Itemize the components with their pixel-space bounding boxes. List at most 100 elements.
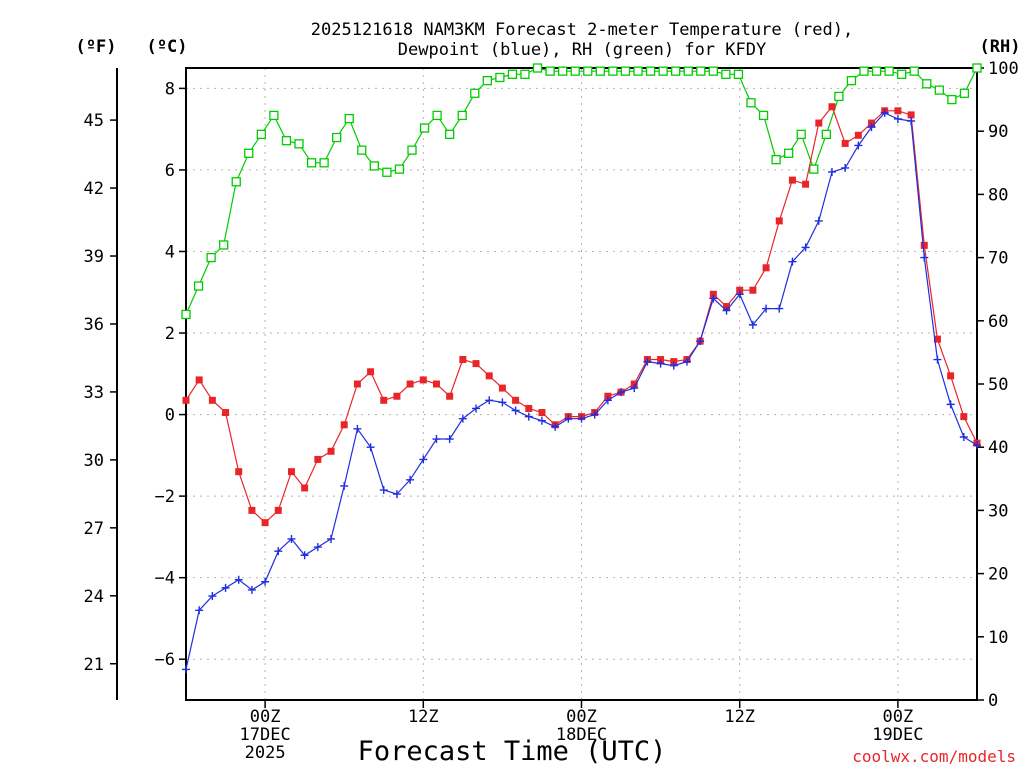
dewpoint-point [920, 253, 929, 262]
celsius-tick-label: 8 [165, 79, 175, 99]
rh-tick-label: 70 [988, 249, 1008, 269]
dewpoint-point [274, 547, 283, 556]
rh-point [432, 110, 442, 121]
dewpoint-point [406, 475, 415, 484]
dewpoint-point [946, 400, 955, 409]
dewpoint-point [801, 243, 810, 252]
dewpoint-point [287, 534, 296, 543]
rh-tick-label: 100 [988, 59, 1019, 79]
rh-point [658, 66, 668, 76]
rh-point [256, 129, 266, 140]
x-tick-label: 17DEC [240, 725, 291, 745]
rh-point [394, 164, 405, 174]
temperature-point [432, 380, 440, 388]
dewpoint-point [775, 304, 784, 313]
dewpoint-point [353, 424, 362, 433]
rh-point [357, 145, 367, 155]
x-tick-label: 2025 [245, 743, 286, 763]
chart-title-line2: Dewpoint (blue), RH (green) for KFDY [398, 40, 766, 60]
temperature-point [446, 392, 454, 400]
rh-point [846, 75, 857, 86]
rh-point [821, 129, 831, 140]
rh-point [645, 66, 656, 76]
rh-point [633, 66, 643, 76]
rh-point [344, 113, 354, 124]
dewpoint-point [827, 167, 836, 176]
x-tick-label: 12Z [408, 707, 439, 727]
dewpoint-point [735, 290, 744, 299]
temperature-point [828, 103, 836, 111]
dewpoint-point [340, 481, 349, 490]
rh-point [369, 161, 379, 171]
rh-point [332, 132, 342, 143]
temperature-point [709, 290, 717, 298]
temperature-point [920, 241, 928, 249]
rh-point [570, 66, 580, 76]
x-tick-label: 00Z [883, 707, 914, 727]
rh-point [897, 69, 907, 79]
dewpoint-point [221, 583, 230, 592]
dewpoint-point [458, 414, 467, 423]
temperature-point [261, 519, 269, 527]
temperature-point [630, 380, 638, 388]
rh-point [746, 98, 756, 108]
temperature-point [472, 360, 480, 368]
temperature-point [933, 335, 941, 343]
fahrenheit-tick-label: 36 [84, 315, 104, 335]
rh-point [909, 66, 919, 76]
rh-tick-label: 10 [988, 628, 1008, 648]
temperature-point [538, 409, 546, 417]
temperature-point [723, 303, 731, 311]
temperature-point [222, 409, 230, 417]
x-axis-label: Forecast Time (UTC) [358, 736, 667, 767]
rh-point [545, 66, 555, 76]
x-tick-label: 00Z [566, 707, 597, 727]
watermark: coolwx.com/models [852, 747, 1016, 766]
dewpoint-point [445, 435, 454, 444]
temperature-point [208, 396, 216, 404]
rh-point [947, 94, 957, 105]
rh-point [193, 281, 204, 291]
rh-tick-label: 90 [988, 122, 1008, 142]
fahrenheit-tick-label: 24 [84, 587, 104, 607]
dewpoint-point [313, 543, 322, 552]
rh-point [733, 69, 744, 79]
rh-point [708, 66, 718, 76]
celsius-tick-label: 4 [165, 242, 175, 262]
temperature-point [960, 413, 968, 421]
temperature-point [907, 111, 915, 119]
temperature-point [195, 376, 203, 384]
x-tick-label: 18DEC [556, 725, 607, 745]
rh-point [608, 66, 618, 76]
celsius-tick-label: −6 [155, 650, 175, 670]
rh-point [784, 148, 794, 158]
celsius-tick-label: 6 [165, 161, 175, 181]
dewpoint-point [748, 320, 757, 329]
rh-point [470, 88, 480, 98]
temperature-point [604, 392, 612, 400]
dewpoint-point [630, 384, 639, 393]
fahrenheit-tick-label: 21 [84, 655, 104, 675]
temperature-point [854, 131, 862, 139]
dewpoint-point [472, 404, 481, 413]
temperature-point [894, 107, 902, 115]
rh-point [382, 167, 392, 177]
dewpoint-point [788, 257, 797, 266]
dewpoint-point [247, 585, 256, 594]
dewpoint-point [603, 396, 612, 405]
x-tick-label: 00Z [250, 707, 281, 727]
temperature-point [314, 455, 322, 463]
temperature-point [512, 396, 520, 404]
rh-point [445, 129, 455, 140]
dewpoint-point [643, 357, 652, 366]
rh-point [972, 63, 982, 73]
fahrenheit-tick-label: 39 [84, 247, 104, 267]
rh-point [796, 129, 806, 140]
celsius-tick-label: 2 [165, 324, 175, 344]
temperature-point [841, 139, 849, 147]
rh-point [306, 158, 317, 168]
temperature-point [248, 506, 256, 514]
dewpoint-point [814, 216, 823, 225]
rh-point [871, 66, 882, 76]
